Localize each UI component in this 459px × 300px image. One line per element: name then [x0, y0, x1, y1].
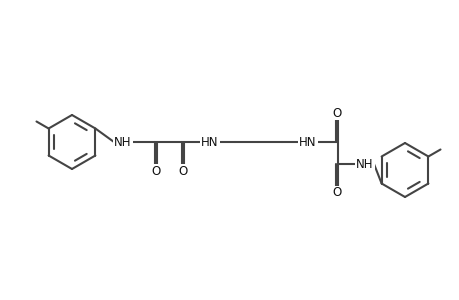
Text: O: O	[151, 164, 160, 178]
Text: O: O	[332, 106, 341, 119]
Text: NH: NH	[114, 136, 131, 148]
Text: NH: NH	[355, 158, 373, 170]
Text: O: O	[332, 187, 341, 200]
Text: HN: HN	[201, 136, 218, 148]
Text: HN: HN	[299, 136, 316, 148]
Text: O: O	[178, 164, 187, 178]
